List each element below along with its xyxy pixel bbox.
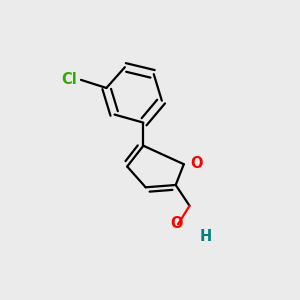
Text: Cl: Cl (61, 72, 77, 87)
Text: O: O (171, 216, 183, 231)
Text: H: H (200, 230, 212, 244)
Text: O: O (190, 156, 203, 171)
